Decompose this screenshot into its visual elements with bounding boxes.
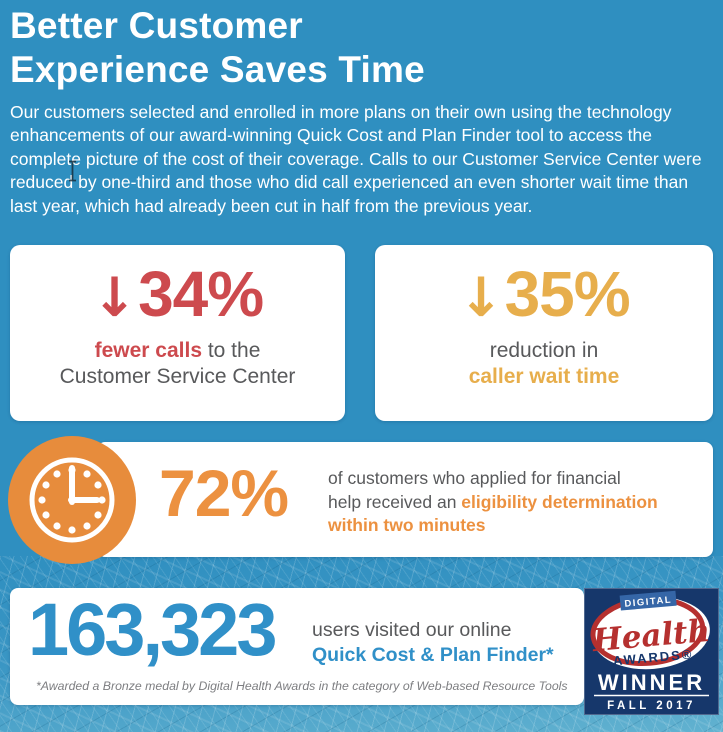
stat-card-fewer-calls: ↓34% fewer calls to the Customer Service… xyxy=(10,245,345,421)
visitors-tool-name: Quick Cost & Plan Finder* xyxy=(312,644,554,666)
fewer-calls-caption-rest: to the xyxy=(202,339,261,362)
intro-line: enhancements of our award-winning Quick … xyxy=(10,125,653,146)
intro-line: reduced by one-third and those who did c… xyxy=(10,172,689,193)
wait-time-value: 35% xyxy=(504,258,631,330)
intro-line: last year, which had already been cut in… xyxy=(10,195,533,216)
fewer-calls-caption-line1: fewer calls to the xyxy=(60,338,296,364)
badge-digital-label: DIGITAL xyxy=(624,595,673,610)
eligibility-highlight: eligibility determination xyxy=(461,491,658,512)
wait-time-caption: reduction in caller wait time xyxy=(469,338,620,390)
fewer-calls-value: 34% xyxy=(138,258,264,330)
badge-digital-banner xyxy=(619,590,677,611)
badge-oval xyxy=(592,596,710,670)
eligibility-caption-line3: within two minutes xyxy=(328,515,486,535)
fewer-calls-highlight: fewer calls xyxy=(94,339,202,362)
eligibility-caption-plain: help received an xyxy=(328,491,462,512)
page-title-line1: Better Customer xyxy=(10,5,303,46)
visitors-value: 163,323 xyxy=(28,588,277,671)
intro-line: complete picture of the cost of their co… xyxy=(10,148,702,169)
award-footnote: *Awarded a Bronze medal by Digital Healt… xyxy=(36,679,568,693)
badge-awards-label: AWARDS® xyxy=(612,646,694,668)
eligibility-caption-line1: of customers who applied for financial xyxy=(328,468,621,488)
page-title-line2: Experience Saves Time xyxy=(10,49,425,90)
badge-season-label: FALL 2017 xyxy=(607,700,696,712)
eligibility-caption: of customers who applied for financial h… xyxy=(328,467,658,538)
wait-time-stat: ↓35% xyxy=(458,262,630,329)
clock-icon xyxy=(7,435,137,565)
visitors-caption: users visited our online Quick Cost & Pl… xyxy=(312,618,554,668)
stat-card-wait-time: ↓35% reduction in caller wait time xyxy=(375,245,713,421)
intro-paragraph: Our customers selected and enrolled in m… xyxy=(10,101,702,218)
fewer-calls-caption: fewer calls to the Customer Service Cent… xyxy=(60,338,296,390)
badge-border xyxy=(584,588,719,715)
eligibility-caption-line2: help received an eligibility determinati… xyxy=(328,491,658,515)
eligibility-value: 72% xyxy=(159,456,289,530)
intro-line: Our customers selected and enrolled in m… xyxy=(10,102,672,122)
digital-health-awards-badge: DIGITAL Health AWARDS® WINNER FALL 2017 xyxy=(584,588,719,715)
badge-winner-label: WINNER xyxy=(598,670,705,695)
text-cursor-icon xyxy=(69,160,76,182)
page-title: Better Customer Experience Saves Time xyxy=(10,4,425,92)
fewer-calls-stat: ↓34% xyxy=(91,262,264,329)
down-arrow-icon: ↓ xyxy=(458,266,503,329)
wait-time-highlight: caller wait time xyxy=(468,365,620,388)
wait-time-caption-line1: reduction in xyxy=(489,339,599,362)
visitors-caption-line1: users visited our online xyxy=(312,619,512,641)
down-arrow-icon: ↓ xyxy=(91,266,137,329)
stat-card-visitors: 163,323 users visited our online Quick C… xyxy=(10,588,584,705)
fewer-calls-caption-line2: Customer Service Center xyxy=(59,365,296,388)
stat-card-eligibility xyxy=(97,442,713,557)
